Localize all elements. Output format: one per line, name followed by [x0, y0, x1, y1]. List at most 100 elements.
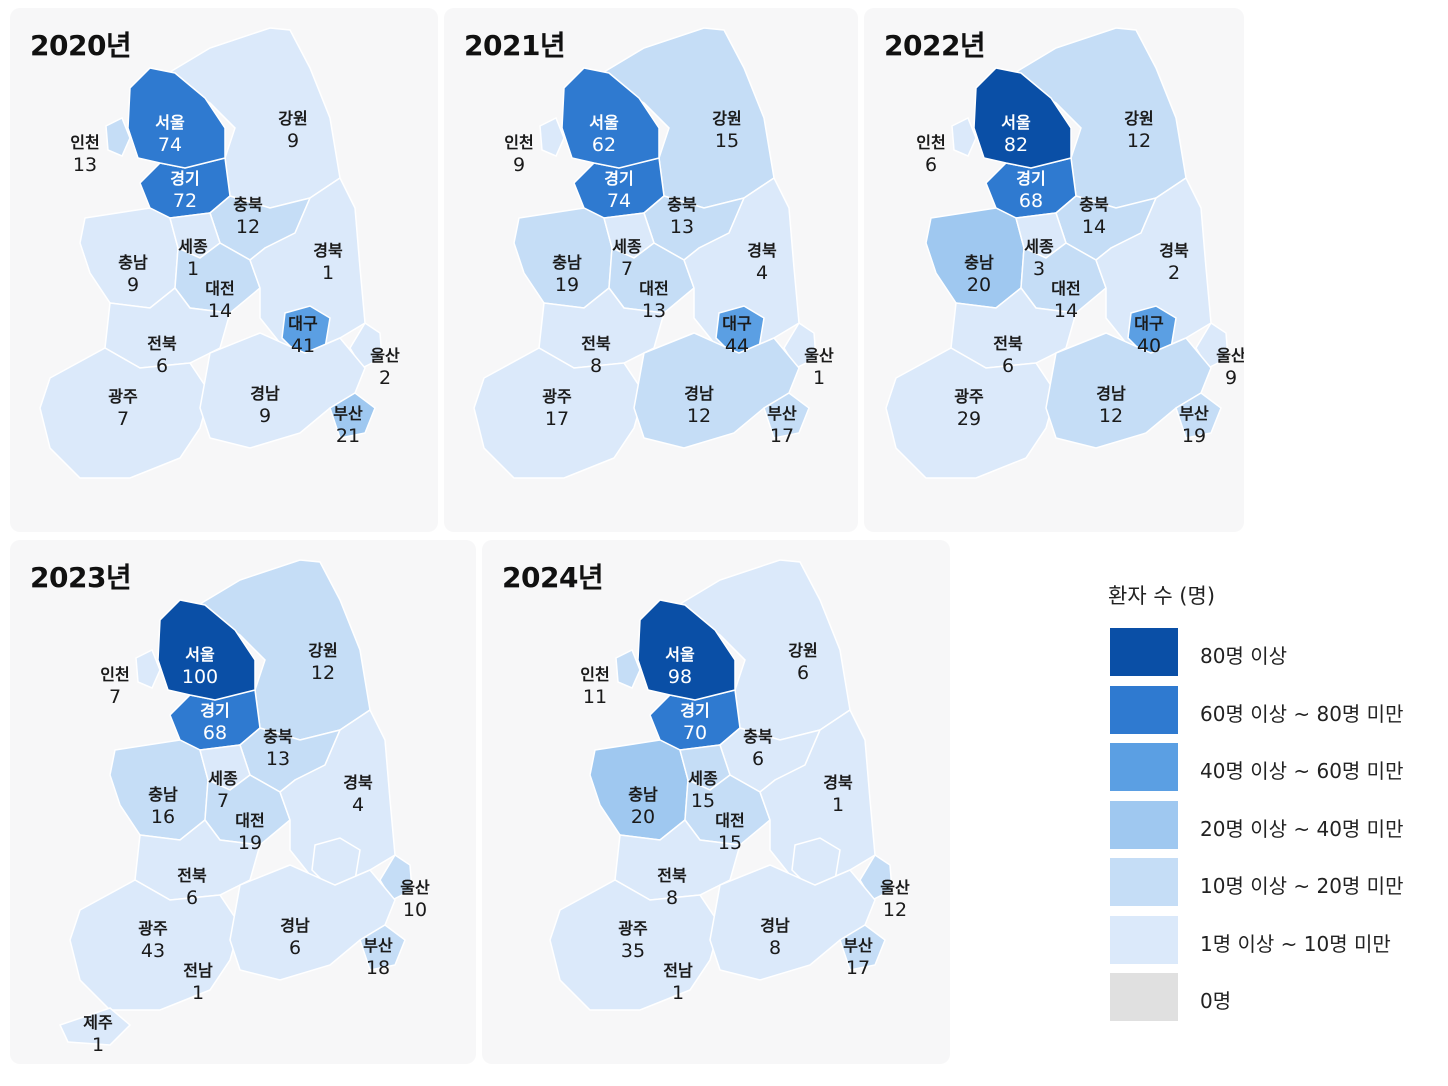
- region-name: 충남: [118, 253, 148, 272]
- region-name: 서울: [185, 645, 215, 664]
- region-shape: [561, 67, 660, 169]
- region-value: 11: [582, 686, 608, 708]
- region-value: 12: [882, 899, 908, 921]
- region-value: 1: [91, 1034, 105, 1056]
- region-value: 2: [1167, 262, 1181, 284]
- region-label: 울산 9: [1216, 345, 1244, 389]
- region-shape: [58, 1007, 132, 1046]
- region-label: 강원 15: [712, 108, 741, 152]
- region-label: 울산 1: [804, 345, 833, 389]
- legend-swatch: [1110, 973, 1178, 1021]
- region-value: 6: [155, 355, 169, 377]
- region-label: 강원 12: [308, 640, 337, 684]
- region-value: 20: [966, 274, 992, 296]
- region-name: 울산: [804, 346, 834, 365]
- region-name: 서울: [155, 113, 185, 132]
- region-label: 충남 20: [964, 252, 993, 296]
- region-label: 충남 20: [628, 784, 657, 828]
- region-name: 인천: [70, 133, 100, 152]
- region-label: 대전 13: [639, 278, 668, 322]
- region-label: 강원 9: [278, 108, 307, 152]
- region-name: 서울: [665, 645, 695, 664]
- region-value: 15: [717, 832, 743, 854]
- region-name: 경기: [170, 169, 200, 188]
- region-value: 40: [1136, 335, 1162, 357]
- region-label: 부산 18: [363, 935, 392, 979]
- region-label: 경기 74: [604, 168, 633, 212]
- region-label: 광주 35: [618, 918, 647, 962]
- region-name: 충남: [552, 253, 582, 272]
- region-label: 전북 8: [581, 333, 610, 377]
- region-shape: [157, 599, 256, 701]
- region-value: 17: [544, 408, 570, 430]
- region-name: 울산: [370, 346, 400, 365]
- region-value: 6: [924, 154, 938, 176]
- legend-label: 10명 이상 ~ 20명 미만: [1200, 874, 1404, 898]
- region-name: 부산: [333, 404, 363, 423]
- region-value: 68: [202, 722, 228, 744]
- region-value: 19: [554, 274, 580, 296]
- legend-swatch: [1110, 858, 1178, 906]
- region-name: 충북: [743, 727, 773, 746]
- korea-map: [549, 559, 893, 1011]
- region-label: 경기 70: [680, 700, 709, 744]
- region-label: 경북 4: [343, 772, 372, 816]
- map-panel-3: 2022년 서울 82 경기 68 인천 6 강원 12 충북 14 세종 3 충남 20 대전 14 경북 2 대구…: [864, 8, 1244, 532]
- region-label: 서울 100: [182, 644, 218, 688]
- region-name: 대전: [235, 811, 265, 830]
- map-year-title: 2023년: [30, 561, 132, 594]
- region-label: 울산 12: [880, 877, 909, 921]
- region-value: 6: [288, 937, 302, 959]
- region-label: 충남 16: [148, 784, 177, 828]
- region-name: 강원: [712, 109, 742, 128]
- region-label: 세종 3: [1024, 236, 1053, 280]
- region-value: 35: [620, 940, 646, 962]
- region-name: 울산: [880, 878, 910, 897]
- region-value: 6: [1001, 355, 1015, 377]
- map-year-title: 2020년: [30, 29, 132, 62]
- region-shape: [1195, 321, 1229, 369]
- region-value: 1: [812, 367, 826, 389]
- region-name: 인천: [580, 665, 610, 684]
- region-label: 경남 8: [760, 915, 789, 959]
- region-label: 서울 62: [589, 112, 618, 156]
- region-name: 대전: [715, 811, 745, 830]
- region-name: 경북: [343, 773, 373, 792]
- region-label: 전남 1: [183, 960, 212, 1004]
- region-name: 광주: [618, 919, 648, 938]
- region-shape: [549, 879, 721, 1011]
- region-value: 14: [207, 300, 233, 322]
- korea-map: [473, 27, 817, 479]
- region-label: 경남 12: [1096, 383, 1125, 427]
- region-name: 제주: [83, 1013, 113, 1032]
- region-shape: [973, 67, 1072, 169]
- region-value: 8: [768, 937, 782, 959]
- region-value: 44: [724, 335, 750, 357]
- region-value: 10: [402, 899, 428, 921]
- region-label: 울산 2: [370, 345, 399, 389]
- region-name: 전남: [183, 961, 213, 980]
- map-panel-1: 2020년 서울 74 경기 72 인천 13 강원 9 충북 12 세종 1 충남 9 대전 14 경북 1 대구 4…: [10, 8, 438, 532]
- legend-label: 1명 이상 ~ 10명 미만: [1200, 931, 1391, 956]
- region-label: 충북 13: [667, 194, 696, 238]
- map-year-title: 2022년: [884, 29, 986, 62]
- region-value: 15: [690, 790, 716, 812]
- region-label: 경기 68: [1016, 168, 1045, 212]
- region-value: 12: [1126, 130, 1152, 152]
- region-name: 대구: [722, 314, 752, 333]
- region-name: 세종: [688, 769, 718, 788]
- region-name: 전북: [147, 334, 177, 353]
- region-label: 광주 7: [108, 386, 137, 430]
- region-name: 충북: [233, 195, 263, 214]
- region-name: 광주: [108, 387, 138, 406]
- region-label: 충남 9: [118, 252, 147, 296]
- region-label: 세종 7: [612, 236, 641, 280]
- region-value: 1: [671, 982, 685, 1004]
- region-value: 17: [769, 425, 795, 447]
- region-name: 세종: [1024, 237, 1054, 256]
- region-value: 1: [831, 794, 845, 816]
- region-name: 경남: [280, 916, 310, 935]
- region-shape: [359, 924, 406, 971]
- region-label: 제주 1: [83, 1012, 112, 1056]
- region-label: 부산 21: [333, 403, 362, 447]
